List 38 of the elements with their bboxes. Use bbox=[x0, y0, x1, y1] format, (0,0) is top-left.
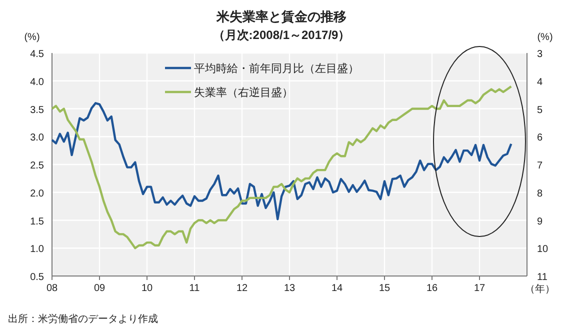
y2-tick-label: 7 bbox=[537, 160, 543, 172]
y2-axis-title: (%) bbox=[537, 32, 553, 43]
chart-title: 米失業率と賃金の推移 bbox=[216, 9, 346, 24]
x-tick-label: 09 bbox=[94, 283, 106, 294]
y2-tick-label: 6 bbox=[537, 132, 543, 144]
x-axis-title: （年） bbox=[525, 283, 555, 295]
x-tick-label: 16 bbox=[426, 283, 438, 294]
y-tick-label: 1.5 bbox=[30, 216, 44, 228]
legend-label: 平均時給・前年同月比（左目盛） bbox=[194, 62, 359, 75]
x-tick-label: 11 bbox=[189, 283, 200, 294]
line-series bbox=[50, 85, 512, 250]
x-tick-label: 10 bbox=[141, 283, 153, 294]
line-series bbox=[50, 102, 512, 220]
y2-tick-label: 3 bbox=[537, 49, 543, 60]
y-tick-label: 3.5 bbox=[30, 104, 44, 116]
x-tick-label: 13 bbox=[284, 283, 296, 294]
text: 出所：米労働省のデータより作成 bbox=[8, 313, 158, 325]
y-tick-label: 1.0 bbox=[30, 244, 44, 256]
x-tick-label: 17 bbox=[474, 283, 486, 294]
y-tick-label: 4.5 bbox=[30, 49, 44, 60]
y-tick-label: 0.5 bbox=[30, 272, 44, 283]
y-tick-label: 2.0 bbox=[30, 188, 44, 200]
chart-subtitle: （月次:2008/1～2017/9） bbox=[212, 28, 350, 42]
x-tick-label: 08 bbox=[46, 283, 58, 294]
legend-label: 失業率（右逆目盛） bbox=[194, 86, 293, 99]
y2-tick-label: 4 bbox=[537, 76, 543, 88]
x-tick-label: 15 bbox=[378, 283, 390, 294]
y-tick-label: 2.5 bbox=[30, 160, 44, 172]
x-tick-label: 12 bbox=[236, 283, 248, 294]
y2-tick-label: 10 bbox=[537, 244, 549, 256]
y-tick-label: 3.0 bbox=[30, 132, 44, 144]
y2-tick-label: 9 bbox=[537, 216, 543, 228]
y-tick-label: 4.0 bbox=[30, 76, 44, 88]
y2-tick-label: 11 bbox=[537, 272, 548, 283]
y2-tick-label: 8 bbox=[537, 188, 543, 200]
y-axis-title: (%) bbox=[24, 32, 40, 43]
y2-tick-label: 5 bbox=[537, 104, 543, 116]
x-tick-label: 14 bbox=[331, 283, 343, 294]
